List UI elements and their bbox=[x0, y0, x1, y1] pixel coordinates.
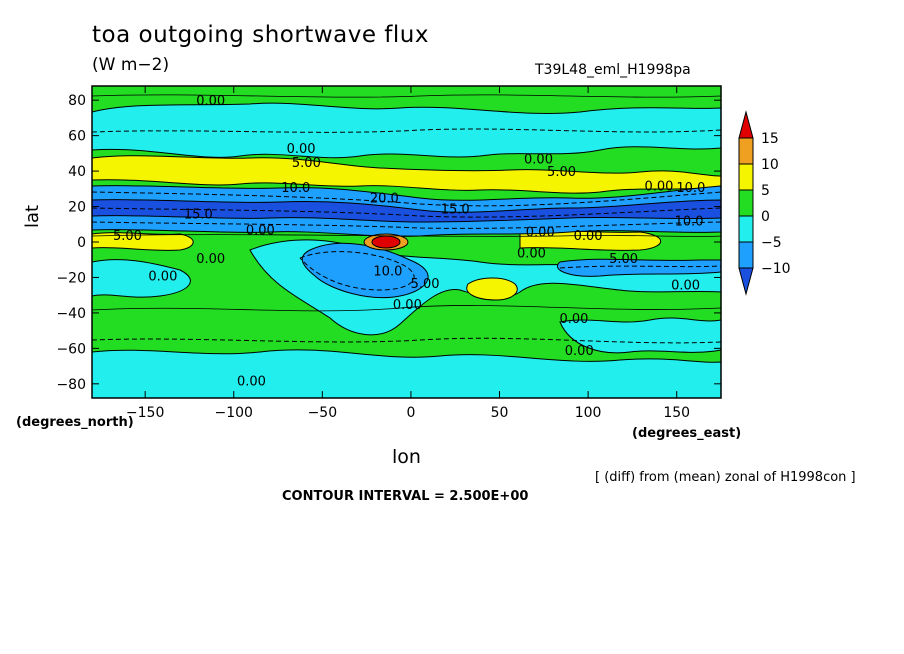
contour-label: 0.00 bbox=[671, 279, 700, 294]
colorbar-segment bbox=[738, 137, 754, 165]
x-tick-label: −150 bbox=[126, 405, 164, 421]
contour-label: 0.00 bbox=[196, 252, 225, 267]
y-tick-label: −80 bbox=[56, 377, 86, 393]
x-tick-label: 100 bbox=[575, 405, 602, 421]
x-tick-label: −50 bbox=[308, 405, 338, 421]
colorbar-level-label: 10 bbox=[761, 157, 779, 173]
x-tick-label: 50 bbox=[491, 405, 509, 421]
x-axis-label: lon bbox=[392, 446, 421, 468]
contour-label: 0.00 bbox=[645, 179, 674, 194]
x-axis-units: (degrees_east) bbox=[632, 426, 742, 441]
x-tick-label: −100 bbox=[215, 405, 253, 421]
colorbar: 15 10 5 0 −5 −10 bbox=[738, 110, 791, 296]
contour-interval: CONTOUR INTERVAL = 2.500E+00 bbox=[282, 489, 529, 504]
contour-label: 0.00 bbox=[526, 225, 555, 240]
field-layer bbox=[92, 86, 721, 398]
contour-label: 10.0 bbox=[676, 181, 705, 196]
colorbar-level-label: −5 bbox=[761, 235, 782, 251]
colorbar-level-label: 0 bbox=[761, 209, 770, 225]
colorbar-bottom-triangle bbox=[738, 267, 754, 296]
y-tick-label: 40 bbox=[68, 164, 86, 180]
contour-label: 5.00 bbox=[609, 252, 638, 267]
colorbar-top-triangle bbox=[738, 110, 754, 139]
dashed-contours bbox=[92, 128, 721, 344]
colorbar-level-label: −10 bbox=[761, 261, 791, 277]
contour-label: 10.0 bbox=[373, 264, 402, 279]
diff-note: [ (diff) from (mean) zonal of H1998con ] bbox=[595, 470, 856, 485]
contour-label: 15.0 bbox=[184, 208, 213, 223]
y-tick-label: 80 bbox=[68, 93, 86, 109]
colorbar-segment bbox=[738, 163, 754, 191]
run-label: T39L48_eml_H1998pa bbox=[535, 62, 691, 78]
y-tick-label: −60 bbox=[56, 341, 86, 357]
contour-label: 0.00 bbox=[237, 374, 266, 389]
contour-label: 0.00 bbox=[524, 153, 553, 168]
solid-contours bbox=[92, 94, 721, 312]
contour-label: 0.00 bbox=[148, 270, 177, 285]
x-tick-label: 150 bbox=[663, 405, 690, 421]
contour-label: 0.00 bbox=[393, 298, 422, 313]
contour-label: 5.00 bbox=[547, 165, 576, 180]
contour-label: 10.0 bbox=[281, 181, 310, 196]
chart-title: toa outgoing shortwave flux bbox=[92, 22, 429, 48]
contour-label: 10.0 bbox=[675, 215, 704, 230]
colorbar-level-label: 15 bbox=[761, 131, 779, 147]
colorbar-segment bbox=[738, 189, 754, 217]
contour-label: 0.00 bbox=[196, 94, 225, 109]
contour-label: 0.00 bbox=[574, 229, 603, 244]
yellow-band-equator bbox=[92, 232, 194, 251]
blue-patch-southern-tropics bbox=[557, 258, 721, 277]
y-tick-label: −40 bbox=[56, 306, 86, 322]
yellow-patch-south-atlantic bbox=[466, 277, 518, 301]
x-tick-label: 0 bbox=[406, 405, 415, 421]
contour-label: 0.00 bbox=[565, 344, 594, 359]
contour-label: 5.00 bbox=[113, 229, 142, 244]
colorbar-segment bbox=[738, 241, 754, 269]
contour-label: 5.00 bbox=[292, 156, 321, 171]
contour-label: 15.0 bbox=[441, 202, 470, 217]
axis-ticks: −150 −100 −50 0 50 100 150 −80 −60 −40 −20 0 20 40 60 8… bbox=[56, 86, 721, 421]
contour-label: 0.00 bbox=[559, 312, 588, 327]
contour-label: 0.00 bbox=[517, 247, 546, 262]
colorbar-level-label: 5 bbox=[761, 183, 770, 199]
contour-label: 20.0 bbox=[370, 192, 399, 207]
cyan-region-southeast bbox=[559, 317, 721, 354]
y-axis-units: (degrees_north) bbox=[16, 415, 134, 430]
cyan-region-southwest bbox=[92, 259, 191, 298]
cyan-region-antarctic bbox=[92, 349, 721, 398]
contour-label: 0.00 bbox=[246, 224, 275, 239]
colorbar-segment bbox=[738, 215, 754, 243]
y-tick-label: 0 bbox=[77, 235, 86, 251]
y-tick-label: −20 bbox=[56, 270, 86, 286]
red-maximum bbox=[371, 235, 401, 249]
chart-units: (W m−2) bbox=[92, 55, 170, 75]
y-tick-label: 60 bbox=[68, 129, 86, 145]
y-tick-label: 20 bbox=[68, 200, 86, 216]
contour-label: 0.00 bbox=[287, 142, 316, 157]
contour-label: 5.00 bbox=[411, 277, 440, 292]
